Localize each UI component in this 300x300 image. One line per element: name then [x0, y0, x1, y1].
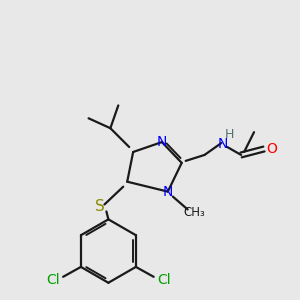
Text: N: N [163, 184, 173, 199]
Text: N: N [157, 135, 167, 149]
Text: Cl: Cl [46, 273, 60, 287]
Text: S: S [94, 199, 104, 214]
Text: CH₃: CH₃ [184, 206, 206, 219]
Text: O: O [266, 142, 277, 156]
Text: Cl: Cl [157, 273, 170, 287]
Text: N: N [217, 137, 227, 151]
Text: H: H [225, 128, 234, 141]
